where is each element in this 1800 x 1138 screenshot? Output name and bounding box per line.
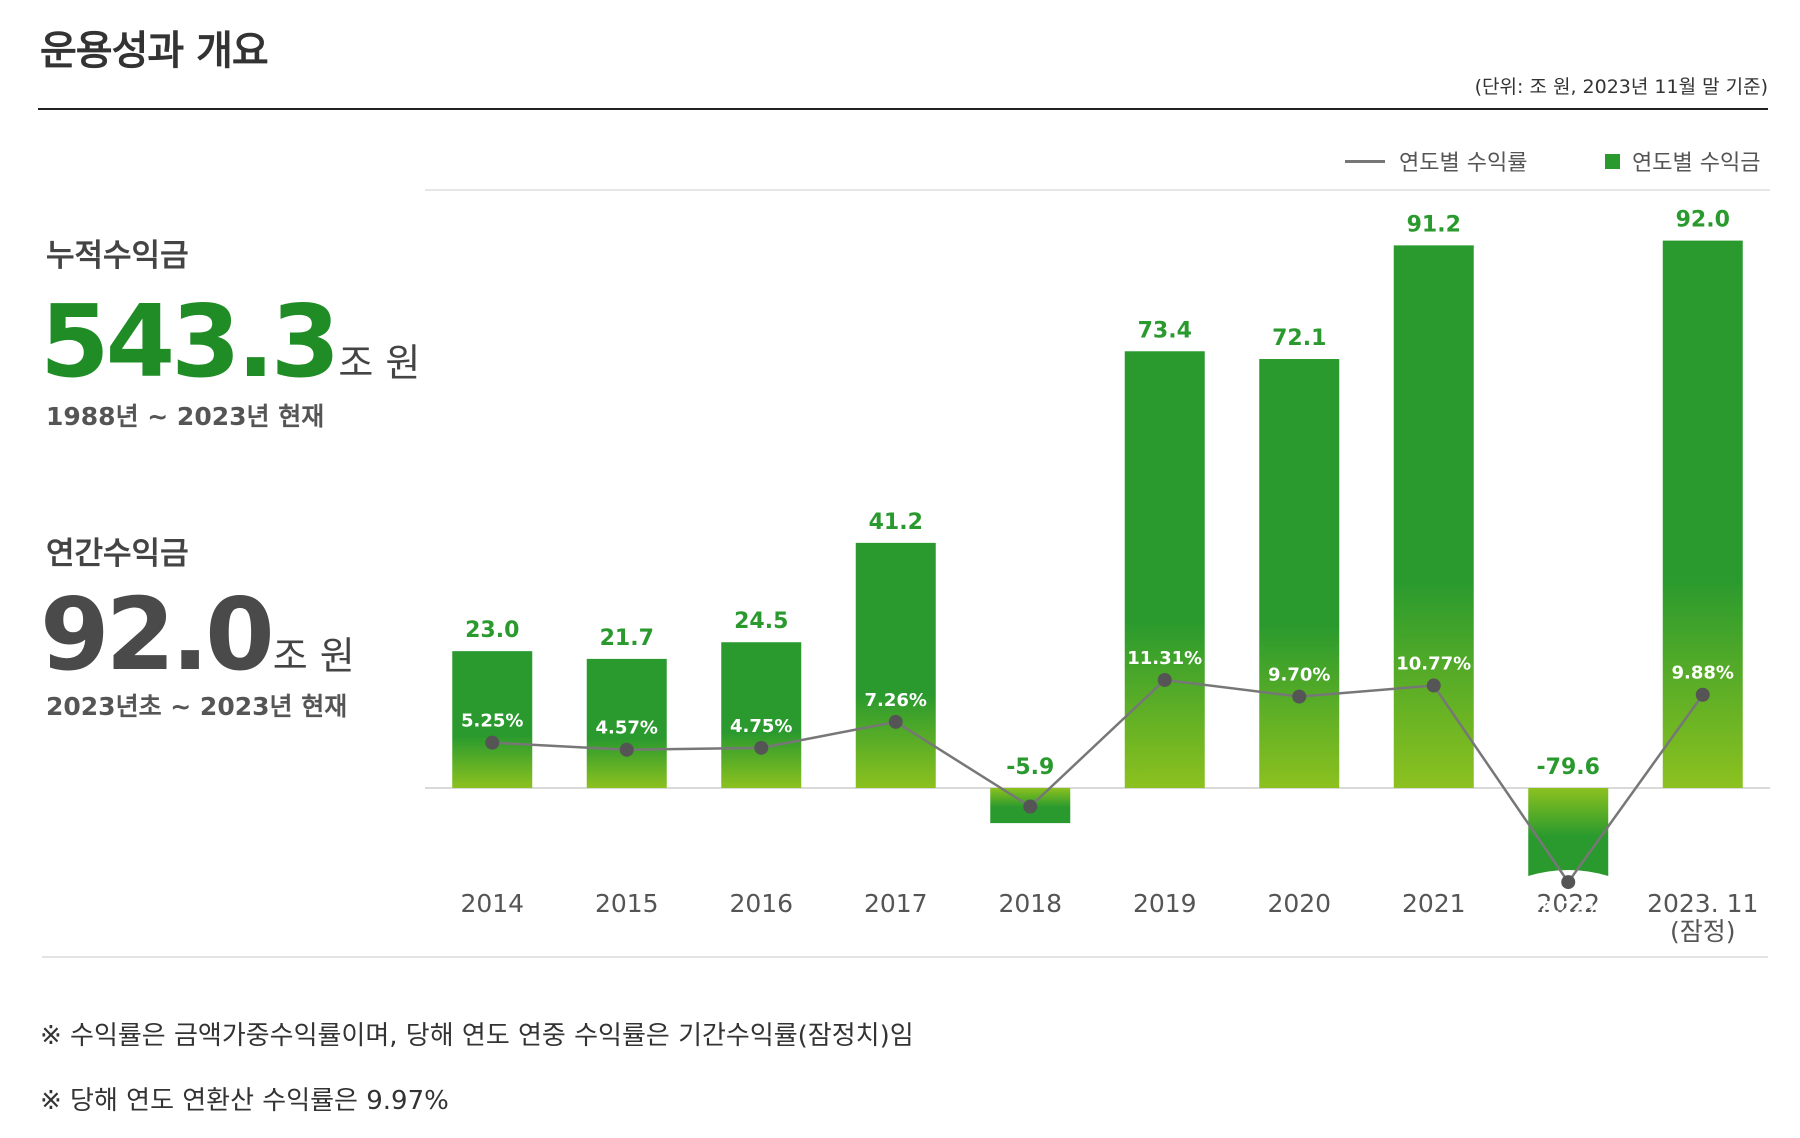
profit-bar	[452, 651, 533, 788]
unit-note: (단위: 조 원, 2023년 11월 말 기준)	[1474, 76, 1768, 98]
return-rate-point	[1426, 678, 1441, 693]
x-tick-label: 2020	[1267, 889, 1331, 918]
profit-bar	[1259, 359, 1340, 788]
profit-bar	[1393, 245, 1474, 789]
bar-value-label: 24.5	[734, 609, 788, 634]
return-rate-label: 4.57%	[596, 718, 658, 739]
x-tick-label: 2018	[998, 889, 1062, 918]
bar-value-label: -5.9	[1006, 755, 1054, 780]
return-rate-point	[619, 742, 634, 757]
return-rate-point	[1695, 687, 1710, 702]
cumulative-profit-unit: 조 원	[338, 341, 421, 385]
profit-bar-negative	[1528, 788, 1609, 876]
return-rate-label: 9.70%	[1268, 665, 1330, 686]
return-rate-label: 9.88%	[1672, 663, 1734, 684]
profit-bar	[1124, 351, 1205, 788]
cumulative-profit-number: 543.3	[40, 283, 340, 400]
annual-profit-number: 92.0	[40, 576, 275, 693]
return-rate-label: 5.25%	[461, 711, 523, 732]
return-rate-point	[1157, 672, 1172, 687]
footnote-return-method: ※ 수익률은 금액가중수익률이며, 당해 연도 연중 수익률은 기간수익률(잠정…	[40, 1021, 914, 1051]
x-tick-label: 2022	[1536, 889, 1600, 918]
bar-value-label: 92.0	[1676, 208, 1730, 233]
profit-bar	[721, 642, 802, 788]
legend-bar-swatch	[1605, 153, 1620, 169]
return-rate-point	[485, 735, 500, 750]
return-rate-label: 11.31%	[1127, 648, 1202, 669]
return-rate-point	[888, 714, 903, 729]
return-rate-label: 10.77%	[1396, 654, 1471, 675]
return-rate-point	[1561, 875, 1576, 890]
profit-bar	[855, 542, 936, 788]
return-rate-point	[1023, 799, 1038, 814]
profit-bar	[586, 658, 667, 788]
return-rate-label: -8.22%	[1533, 898, 1603, 919]
bar-value-label: 91.2	[1407, 212, 1461, 237]
x-tick-label: (잠정)	[1670, 917, 1736, 946]
bar-value-label: 21.7	[600, 626, 654, 651]
x-tick-label: 2016	[729, 889, 793, 918]
x-tick-label: 2023. 11	[1647, 889, 1758, 918]
x-tick-label: 2019	[1133, 889, 1197, 918]
title-divider	[38, 108, 1768, 110]
return-rate-label: 4.75%	[730, 716, 792, 737]
bar-value-label: 23.0	[465, 618, 519, 643]
profit-bar	[1662, 240, 1743, 789]
profit-chart: 23.0 2014 21.7 2015 24.5 2016 41.2 2017 -5.9 2018…	[425, 189, 1770, 946]
x-tick-label: 2017	[864, 889, 928, 918]
bar-value-label: -79.6	[1537, 755, 1600, 780]
annual-profit-value: 92.0조 원	[40, 585, 355, 685]
return-rate-point	[1292, 689, 1307, 704]
cumulative-profit-label: 누적수익금	[46, 238, 189, 274]
annual-profit-label: 연간수익금	[46, 536, 189, 572]
x-tick-label: 2014	[460, 889, 524, 918]
x-tick-label: 2021	[1402, 889, 1466, 918]
bar-value-label: 72.1	[1272, 326, 1326, 351]
legend-line-swatch	[1345, 159, 1385, 163]
return-rate-label: -0.92%	[995, 823, 1065, 844]
x-tick-label: 2015	[595, 889, 659, 918]
legend-item-return-rate: 연도별 수익률	[1345, 145, 1527, 177]
footnote-annualized-return: ※ 당해 연도 연환산 수익률은 9.97%	[40, 1086, 449, 1116]
return-rate-line	[492, 678, 1704, 885]
bar-value-label: 73.4	[1138, 318, 1192, 343]
bar-value-label: 41.2	[869, 510, 923, 535]
annual-profit-unit: 조 원	[272, 634, 355, 678]
return-rate-point	[754, 740, 769, 755]
legend-bar-label: 연도별 수익금	[1632, 151, 1761, 176]
annual-profit-period: 2023년초 ~ 2023년 현재	[46, 692, 348, 721]
cumulative-profit-value: 543.3조 원	[40, 292, 420, 392]
page-title: 운용성과 개요	[40, 28, 269, 74]
legend-line-label: 연도별 수익률	[1399, 151, 1528, 176]
chart-bottom-divider	[42, 956, 1768, 958]
legend-item-profit: 연도별 수익금	[1605, 145, 1760, 177]
return-rate-label: 7.26%	[865, 690, 927, 711]
cumulative-profit-period: 1988년 ~ 2023년 현재	[46, 402, 325, 431]
